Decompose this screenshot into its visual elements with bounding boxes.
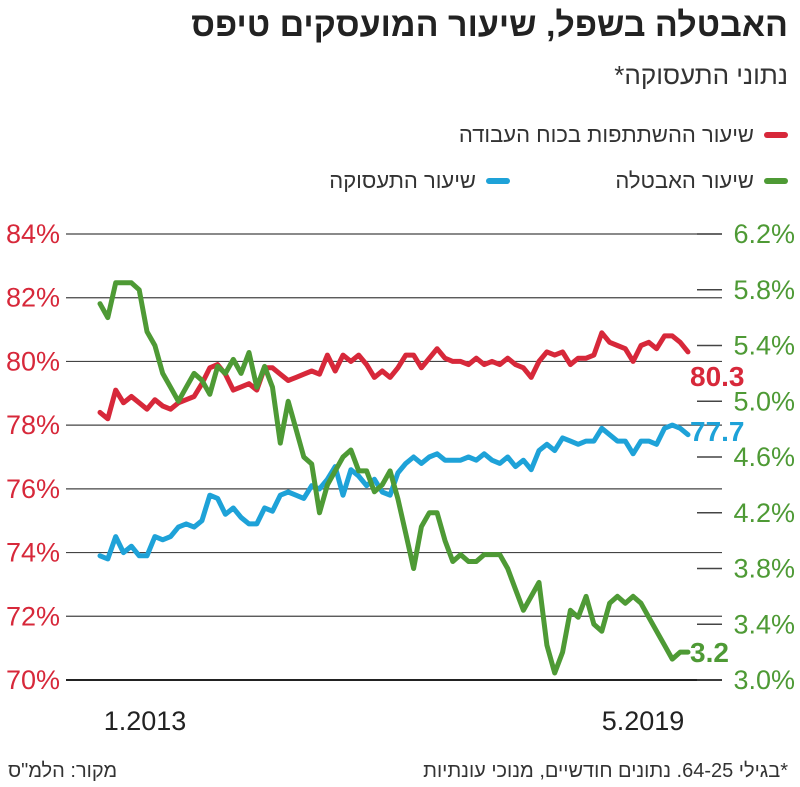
end-label-participation: 80.3 [690, 361, 745, 392]
source-note: מקור: הלמ"ס [8, 760, 118, 782]
legend-swatch-unemployment [764, 178, 788, 184]
legend-swatch-employment [486, 178, 510, 184]
left-axis-tick-label: 70% [6, 665, 60, 695]
left-axis-tick-label: 80% [6, 346, 60, 376]
legend-label-participation: שיעור ההשתתפות בכוח העבודה [458, 122, 754, 147]
right-axis-tick-label: 6.2% [733, 219, 795, 249]
right-axis-tick-label: 5.0% [733, 386, 795, 416]
left-axis-tick-label: 74% [6, 538, 60, 568]
legend-label-employment: שיעור התעסוקה [329, 168, 476, 193]
legend-label-unemployment: שיעור האבטלה [615, 168, 754, 193]
left-axis-tick-label: 72% [6, 601, 60, 631]
legend-item-unemployment: שיעור האבטלה [615, 168, 788, 194]
right-axis-tick-label: 3.4% [733, 609, 795, 639]
end-label-employment: 77.7 [690, 416, 745, 447]
right-axis-tick-label: 5.4% [733, 331, 795, 361]
left-axis-tick-label: 76% [6, 474, 60, 504]
series-line-unemployment [97, 280, 691, 676]
series-line-participation [97, 330, 691, 422]
footnote: *בגילי 64-25. נתונים חודשיים, מנוכי עונת… [423, 760, 788, 782]
x-tick-label: 5.2019 [602, 706, 685, 736]
right-axis-tick-label: 3.8% [733, 554, 795, 584]
end-label-unemployment: 3.2 [690, 637, 729, 668]
right-axis-tick-label: 4.2% [733, 498, 795, 528]
left-axis-tick-label: 78% [6, 410, 60, 440]
legend-swatch-participation [764, 132, 788, 138]
right-axis-tick-label: 5.8% [733, 275, 795, 305]
x-tick-label: 1.2013 [104, 706, 187, 736]
right-axis-tick-label: 3.0% [733, 665, 795, 695]
left-axis-tick-label: 82% [6, 283, 60, 313]
legend-item-employment: שיעור התעסוקה [329, 168, 510, 194]
page-subtitle: נתוני התעסוקה* [614, 60, 788, 90]
page-title: האבטלה בשפל, שיעור המועסקים טיפס [191, 6, 788, 44]
right-axis-tick-label: 4.6% [733, 442, 795, 472]
legend-item-participation: שיעור ההשתתפות בכוח העבודה [459, 122, 788, 148]
left-axis-tick-label: 84% [6, 219, 60, 249]
